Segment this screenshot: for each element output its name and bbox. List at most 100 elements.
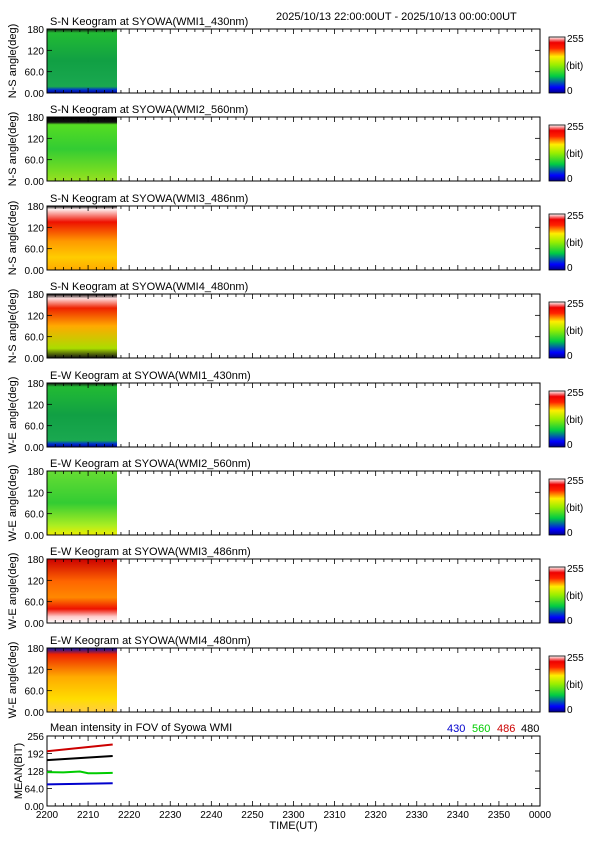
keogram-image (47, 648, 117, 712)
colorbar-min: 0 (567, 616, 573, 627)
x-tick-label: 2240 (200, 810, 223, 821)
keogram-image (47, 29, 117, 93)
x-tick-label: 2200 (36, 810, 59, 821)
x-tick-label: 2230 (159, 810, 182, 821)
y-tick-label: 120 (27, 488, 44, 499)
y-tick-label: 120 (27, 311, 44, 322)
y-tick-label: 180 (27, 555, 44, 566)
y-tick-label: 60.0 (25, 687, 45, 698)
colorbar-unit: (bit) (566, 238, 583, 249)
y-tick-label: 120 (27, 665, 44, 676)
x-tick-label: 2300 (282, 810, 305, 821)
colorbar-max: 255 (567, 34, 584, 45)
legend-item: 560 (472, 723, 490, 735)
colorbar-max: 255 (567, 653, 584, 664)
y-axis-label: W-E angle(deg) (7, 377, 19, 454)
y-tick-label: 60.0 (25, 333, 45, 344)
y-tick-label: 180 (27, 290, 44, 301)
keogram-panel: E-W Keogram at SYOWA(WMI1_430nm) 0.00 60.0… (7, 370, 584, 454)
y-tick-label: 256 (27, 732, 44, 743)
panel-frame (46, 116, 541, 182)
panel-frame (46, 28, 541, 94)
panel-frame (46, 293, 541, 359)
panel-frame (46, 647, 541, 713)
colorbar-max: 255 (567, 299, 584, 310)
colorbar (548, 478, 566, 536)
x-tick-label: 2330 (406, 810, 429, 821)
panel-title: E-W Keogram at SYOWA(WMI3_486nm) (50, 546, 251, 558)
keogram-panel: E-W Keogram at SYOWA(WMI2_560nm) 0.00 60.0… (7, 458, 584, 542)
legend-item: 480 (521, 723, 539, 735)
panel-title: E-W Keogram at SYOWA(WMI4_480nm) (50, 635, 251, 647)
colorbar (548, 213, 566, 271)
y-tick-label: 128 (27, 767, 44, 778)
x-tick-label: 2220 (118, 810, 141, 821)
y-tick-label: 60.0 (25, 510, 45, 521)
series-line-486 (46, 743, 113, 753)
y-axis-label: N-S angle(deg) (7, 24, 19, 99)
colorbar-max: 255 (567, 211, 584, 222)
y-tick-label: 120 (27, 400, 44, 411)
x-tick-label: 2340 (447, 810, 470, 821)
colorbar-min: 0 (567, 86, 573, 97)
y-tick-label: 180 (27, 113, 44, 124)
keogram-panel: E-W Keogram at SYOWA(WMI3_486nm) 0.00 60.0… (7, 546, 584, 630)
panel-title: S-N Keogram at SYOWA(WMI3_486nm) (50, 193, 248, 205)
y-axis-label: MEAN(BIT) (13, 743, 25, 799)
x-tick-label: 0000 (529, 810, 552, 821)
colorbar-unit: (bit) (566, 591, 583, 602)
y-axis-label: W-E angle(deg) (7, 465, 19, 542)
colorbar-unit: (bit) (566, 61, 583, 72)
y-tick-label: 64.0 (25, 785, 45, 796)
y-tick-label: 192 (27, 750, 44, 761)
panel-title: E-W Keogram at SYOWA(WMI1_430nm) (50, 370, 251, 382)
colorbar-max: 255 (567, 122, 584, 133)
colorbar (548, 655, 566, 713)
colorbar (548, 566, 566, 624)
colorbar-min: 0 (567, 174, 573, 185)
keogram-image (47, 117, 117, 181)
y-tick-label: 180 (27, 202, 44, 213)
series-line-560 (46, 770, 113, 775)
keogram-panels: S-N Keogram at SYOWA(WMI1_430nm) 0.00 60.0… (7, 16, 584, 719)
y-tick-label: 0.00 (25, 802, 45, 813)
colorbar-min: 0 (567, 528, 573, 539)
y-axis-label: N-S angle(deg) (7, 201, 19, 276)
colorbar-unit: (bit) (566, 326, 583, 337)
y-tick-label: 0.00 (25, 708, 45, 719)
y-tick-label: 0.00 (25, 531, 45, 542)
keogram-panel: S-N Keogram at SYOWA(WMI1_430nm) 0.00 60.0… (7, 16, 584, 100)
series-line-480 (46, 755, 113, 762)
y-tick-label: 0.00 (25, 443, 45, 454)
colorbar-min: 0 (567, 351, 573, 362)
colorbar-min: 0 (567, 440, 573, 451)
colorbar (548, 301, 566, 359)
keogram-image (47, 206, 117, 270)
colorbar (548, 390, 566, 448)
keogram-panel: S-N Keogram at SYOWA(WMI2_560nm) 0.00 60.0… (7, 104, 584, 188)
colorbar-unit: (bit) (566, 680, 583, 691)
colorbar-unit: (bit) (566, 149, 583, 160)
y-tick-label: 0.00 (25, 354, 45, 365)
panel-frame (46, 382, 541, 448)
y-tick-label: 0.00 (25, 619, 45, 630)
y-tick-label: 120 (27, 223, 44, 234)
panel-frame (46, 205, 541, 271)
panel-title: Mean intensity in FOV of Syowa WMI (50, 722, 232, 734)
series-line-430 (46, 782, 113, 786)
x-tick-label: 2310 (323, 810, 346, 821)
panel-title: S-N Keogram at SYOWA(WMI1_430nm) (50, 16, 248, 28)
y-tick-label: 180 (27, 25, 44, 36)
panel-title: S-N Keogram at SYOWA(WMI4_480nm) (50, 281, 248, 293)
y-tick-label: 120 (27, 46, 44, 57)
panel-title: E-W Keogram at SYOWA(WMI2_560nm) (50, 458, 251, 470)
y-tick-label: 60.0 (25, 422, 45, 433)
y-tick-label: 120 (27, 134, 44, 145)
legend-item: 486 (497, 723, 515, 735)
y-axis-label: W-E angle(deg) (7, 642, 19, 719)
colorbar (548, 36, 566, 94)
keogram-image (47, 471, 117, 535)
y-tick-label: 180 (27, 379, 44, 390)
mean-intensity-panel: Mean intensity in FOV of Syowa WMI 0.00 64… (13, 722, 552, 832)
